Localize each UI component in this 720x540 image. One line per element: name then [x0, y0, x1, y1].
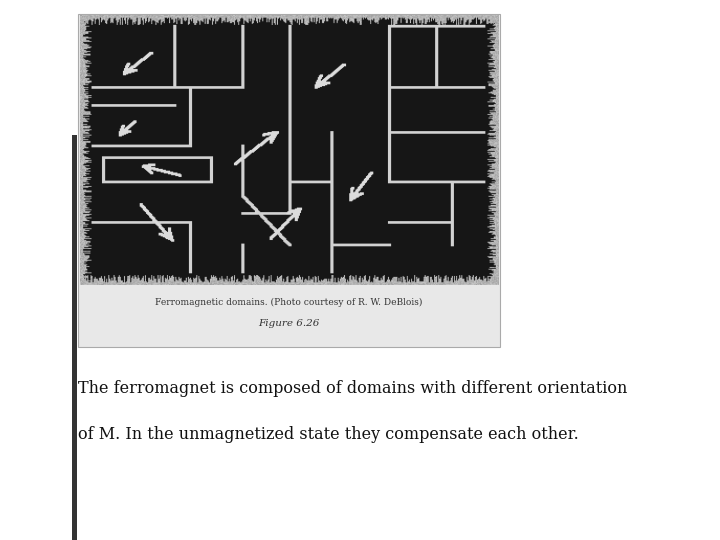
FancyBboxPatch shape — [78, 14, 500, 347]
Text: of M. In the unmagnetized state they compensate each other.: of M. In the unmagnetized state they com… — [78, 426, 578, 443]
Text: The ferromagnet is composed of domains with different orientation: The ferromagnet is composed of domains w… — [78, 380, 627, 397]
FancyBboxPatch shape — [72, 135, 77, 540]
Text: Figure 6.26: Figure 6.26 — [258, 320, 320, 328]
Text: Ferromagnetic domains. (Photo courtesy of R. W. DeBlois): Ferromagnetic domains. (Photo courtesy o… — [156, 298, 423, 307]
